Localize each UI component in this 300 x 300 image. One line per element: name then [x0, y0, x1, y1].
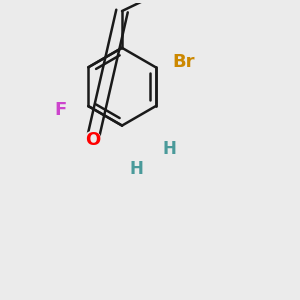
Text: H: H [162, 140, 176, 158]
Circle shape [52, 102, 68, 119]
Circle shape [84, 131, 101, 148]
Text: O: O [85, 131, 100, 149]
Circle shape [173, 50, 195, 73]
Text: H: H [130, 160, 144, 178]
Circle shape [128, 161, 145, 177]
Circle shape [161, 140, 177, 157]
Text: F: F [54, 101, 66, 119]
Text: Br: Br [172, 53, 195, 71]
